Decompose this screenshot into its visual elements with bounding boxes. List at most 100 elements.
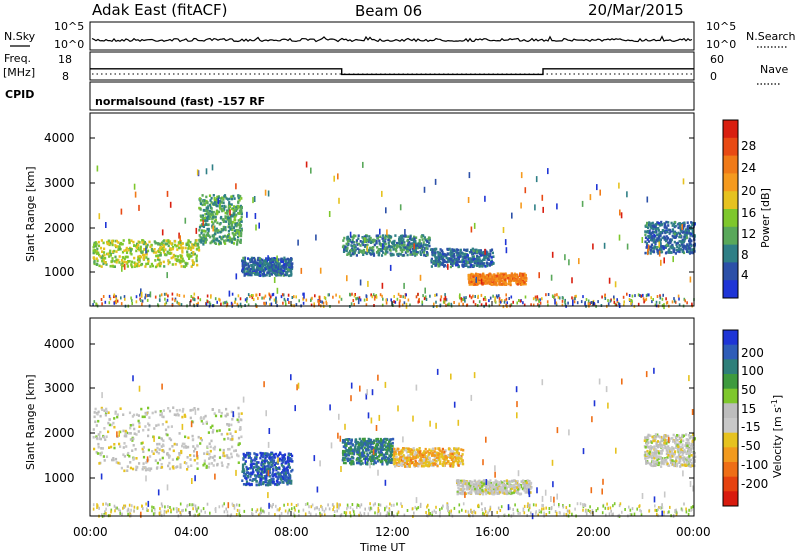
vel-regions-cell (210, 439, 213, 443)
vel-regions-cell (241, 463, 245, 467)
power-regions-cell (95, 252, 98, 255)
power-regions-cell (228, 197, 231, 201)
power-regions-cell (102, 259, 105, 263)
power-regions-cell (657, 236, 661, 239)
power-speckle-point (469, 294, 471, 298)
power-regions-cell (692, 228, 695, 232)
power-regions-cell (152, 251, 156, 254)
vel-regions-cell (359, 441, 362, 444)
power-regions-cell (520, 276, 523, 280)
power-regions-cell (240, 229, 243, 232)
vel-regions-cell (96, 452, 100, 455)
power-regions-cell (138, 241, 141, 244)
power-regions-cell (427, 238, 430, 241)
power-regions-cell (451, 248, 454, 252)
power-regions-cell (220, 197, 223, 200)
vel-regions-cell (287, 461, 290, 465)
power-regions-cell (659, 223, 662, 226)
power-speckle-point (434, 178, 437, 185)
power-speckle-point (264, 189, 267, 196)
vel-regions-cell (255, 461, 259, 465)
power-regions-cell (225, 239, 228, 242)
power-regions-cell (130, 248, 133, 251)
freq-label-line2: [MHz] (3, 66, 35, 79)
vel-regions-cell (373, 459, 376, 462)
power-regions-cell (207, 211, 210, 215)
vel-regions-cell (131, 415, 134, 418)
power-regions-cell (180, 265, 183, 268)
power-speckle-point (618, 182, 620, 189)
vel-regions-cell (167, 407, 170, 410)
power-regions-cell (222, 218, 225, 221)
vel-regions-cell (283, 476, 286, 479)
power-regions-cell (267, 262, 270, 265)
power-regions-cell (662, 246, 665, 249)
power-speckle-point (407, 298, 410, 302)
power-speckle-point (415, 295, 418, 299)
power-regions-cell (649, 248, 652, 252)
vel-regions-cell (225, 407, 228, 411)
power-regions-cell (189, 240, 192, 244)
power-regions-cell (99, 255, 102, 258)
vel-regions-cell (184, 435, 187, 439)
vel-regions-cell (200, 419, 203, 423)
power-regions-cell (95, 257, 98, 260)
power-speckle-point (174, 299, 176, 303)
power-regions-cell (410, 245, 413, 248)
power-regions-cell (483, 274, 486, 278)
power-speckle-point (658, 301, 661, 305)
power-regions-cell (392, 240, 395, 244)
power-speckle-point (295, 295, 297, 299)
vel-regions-cell (144, 466, 147, 469)
power-regions-cell (274, 264, 278, 268)
power-regions-cell (412, 240, 415, 243)
power-regions-cell (370, 248, 373, 252)
vel-regions-cell (159, 458, 162, 462)
power-regions-cell (651, 236, 654, 240)
power-speckle-point (373, 297, 376, 301)
vel-regions-cell (373, 446, 376, 450)
vel-regions-cell (265, 452, 268, 455)
power-speckle-point (474, 295, 476, 298)
vel-regions-cell (342, 445, 345, 448)
power-regions-cell (407, 235, 410, 238)
power-speckle-point (642, 293, 644, 297)
vel-regions-cell (349, 449, 352, 452)
vel-regions-cell (246, 451, 249, 455)
vel-regions-cell (449, 449, 452, 452)
vel-regions-cell (178, 432, 181, 435)
power-regions-cell (344, 245, 347, 248)
power-regions-cell (208, 204, 211, 207)
power-regions-cell (474, 259, 477, 263)
power-speckle-point (164, 302, 166, 306)
power-speckle-point (302, 301, 305, 305)
power-speckle-point (510, 295, 513, 299)
power-speckle-point (589, 194, 592, 201)
power-speckle-point (480, 293, 483, 297)
power-speckle-point (502, 305, 505, 309)
vel-regions-cell (255, 483, 258, 487)
power-regions-cell (416, 244, 419, 247)
power-speckle-point (212, 225, 214, 232)
power-regions-cell (199, 236, 202, 239)
power-speckle-point (660, 259, 662, 266)
power-regions-cell (223, 234, 226, 238)
vel-regions-cell (272, 478, 275, 481)
power-regions-cell (199, 218, 203, 222)
vel-regions-cell (141, 447, 144, 451)
power-regions-cell (200, 241, 203, 244)
vel-regions-cell (241, 479, 244, 482)
power-regions-cell (377, 248, 380, 252)
power-speckle-point (489, 296, 492, 300)
power-regions-cell (179, 241, 182, 244)
power-regions-cell (353, 244, 356, 248)
power-regions-cell (269, 257, 272, 261)
power-regions-cell (176, 248, 179, 251)
power-regions-cell (471, 247, 475, 251)
power-regions-cell (446, 257, 449, 260)
power-regions-cell (478, 250, 481, 254)
power-speckle-point (365, 294, 368, 298)
power-speckle-point (613, 300, 616, 304)
power-speckle-point (460, 299, 463, 303)
vel-regions-cell (358, 461, 361, 465)
